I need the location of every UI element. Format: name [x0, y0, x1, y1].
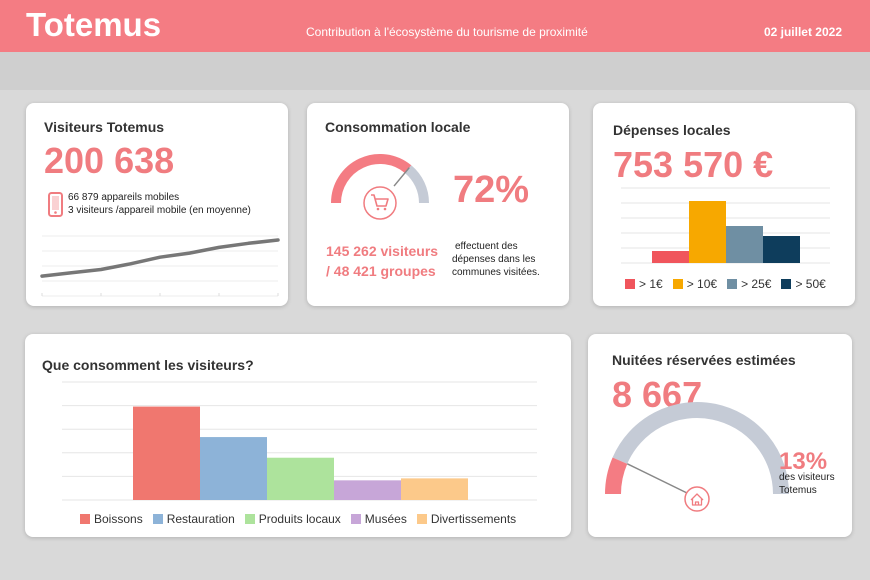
spending-bar — [652, 251, 689, 263]
consumption-card: Consommation locale 72% 145 262 visiteur… — [307, 103, 569, 306]
visitors-card: Visiteurs Totemus 200 638 66 879 apparei… — [26, 103, 288, 306]
what-legend-swatch — [152, 514, 163, 524]
spending-legend-item: > 25€ — [727, 277, 771, 291]
consumption-percent: 72% — [453, 169, 530, 211]
consumption-note-1: effectuent des — [455, 241, 518, 252]
what-legend-swatch — [350, 514, 361, 524]
what-legend-label: Boissons — [94, 512, 143, 526]
mobile-phone-icon — [48, 192, 63, 217]
what-legend-item: Produits locaux — [244, 512, 341, 526]
visitors-count: 200 638 — [44, 140, 175, 181]
what-legend-swatch — [80, 514, 90, 524]
spending-legend-label: > 50€ — [795, 277, 826, 291]
spending-legend-label: > 25€ — [741, 277, 772, 291]
consumption-gauge-track — [404, 165, 429, 204]
what-legend-item: Boissons — [80, 512, 143, 526]
what-title: Que consomment les visiteurs? — [42, 357, 254, 373]
nights-gauge-track — [612, 402, 789, 495]
spending-legend-swatch — [625, 279, 635, 289]
what-legend-swatch — [416, 514, 427, 524]
what-legend-item: Restauration — [152, 512, 235, 526]
spending-amount: 753 570 € — [613, 144, 774, 185]
spending-legend-item: > 50€ — [781, 277, 826, 291]
per-device-text: 3 visiteurs /appareil mobile (en moyenne… — [68, 205, 251, 216]
house-icon — [684, 486, 710, 512]
consumption-note-3: communes visitées. — [452, 267, 540, 278]
spending-legend-swatch — [727, 279, 738, 289]
visitors-trend-line — [40, 238, 280, 278]
what-bar — [334, 480, 401, 500]
report-date: 02 juillet 2022 — [763, 25, 842, 39]
spending-bar — [763, 236, 800, 263]
what-card: Que consomment les visiteurs? Boissons Re… — [25, 334, 571, 537]
consumption-gauge-fill — [331, 154, 412, 204]
what-legend-swatch — [244, 514, 255, 524]
what-bar — [200, 437, 267, 500]
consumption-title: Consommation locale — [325, 119, 471, 135]
shopping-cart-icon — [363, 186, 397, 220]
what-bar-chart — [62, 381, 537, 501]
visitors-title: Visiteurs Totemus — [44, 119, 165, 135]
what-legend-item: Divertissements — [416, 512, 517, 526]
header-band — [0, 52, 870, 90]
spending-bar — [689, 201, 726, 263]
what-bar — [267, 457, 334, 500]
what-legend-label: Musées — [364, 512, 407, 526]
what-bar — [133, 406, 200, 500]
spending-card: Dépenses locales 753 570 € > 1€ > 10€ > 25… — [593, 103, 855, 306]
devices-text: 66 879 appareils mobiles — [68, 192, 180, 203]
what-legend: Boissons Restauration Produits locaux Musée… — [80, 512, 516, 526]
spending-legend-swatch — [672, 279, 683, 289]
visitors-trend-chart — [40, 235, 280, 297]
spending-legend-swatch — [781, 279, 792, 289]
nights-gauge — [605, 402, 789, 495]
consumption-visitors-line1: 145 262 visiteurs — [326, 243, 439, 259]
spending-bar-chart — [621, 187, 830, 264]
spending-legend-item: > 10€ — [672, 277, 718, 291]
nights-note-2: Totemus — [779, 485, 817, 496]
what-legend-label: Restauration — [166, 512, 235, 526]
header-subtitle: Contribution à l'écosystème du tourisme … — [306, 25, 588, 39]
nights-percent: 13% — [779, 448, 828, 475]
nights-note-1: des visiteurs — [779, 472, 835, 483]
consumption-gauge-needle — [393, 167, 410, 187]
app-header: Totemus Contribution à l'écosystème du t… — [0, 0, 870, 52]
nights-gauge-needle — [626, 463, 688, 494]
nights-title: Nuitées réservées estimées — [612, 352, 796, 368]
consumption-note-2: dépenses dans les — [452, 254, 536, 265]
nights-card: Nuitées réservées estimées 8 667 13% des… — [588, 334, 852, 537]
brand-title: Totemus — [26, 6, 162, 43]
spending-legend-item: > 1€ — [625, 277, 663, 291]
spending-legend-label: > 1€ — [639, 277, 663, 291]
what-legend-item: Musées — [350, 512, 407, 526]
what-legend-label: Produits locaux — [258, 512, 341, 526]
consumption-visitors-line2: / 48 421 groupes — [326, 263, 436, 279]
nights-gauge-fill — [605, 457, 628, 495]
spending-legend-label: > 10€ — [686, 277, 718, 291]
spending-bar — [726, 226, 763, 263]
spending-title: Dépenses locales — [613, 122, 731, 138]
spending-legend: > 1€ > 10€ > 25€ > 50€ — [625, 277, 826, 291]
what-bar — [401, 478, 468, 500]
consumption-gauge — [331, 154, 429, 204]
what-legend-label: Divertissements — [430, 512, 517, 526]
